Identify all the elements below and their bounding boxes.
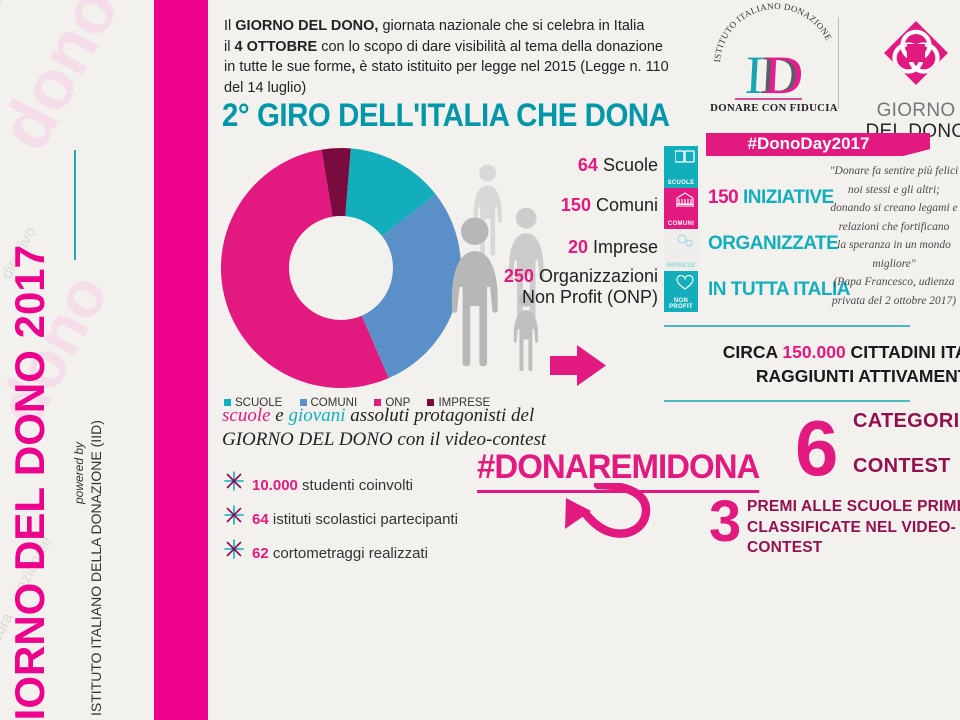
svg-text:DONARE CON FIDUCIA: DONARE CON FIDUCIA [710,102,838,114]
svg-text:dono: dono [0,0,134,162]
svg-text:ufficiale: ufficiale [0,0,22,17]
svg-text:D: D [763,45,805,105]
